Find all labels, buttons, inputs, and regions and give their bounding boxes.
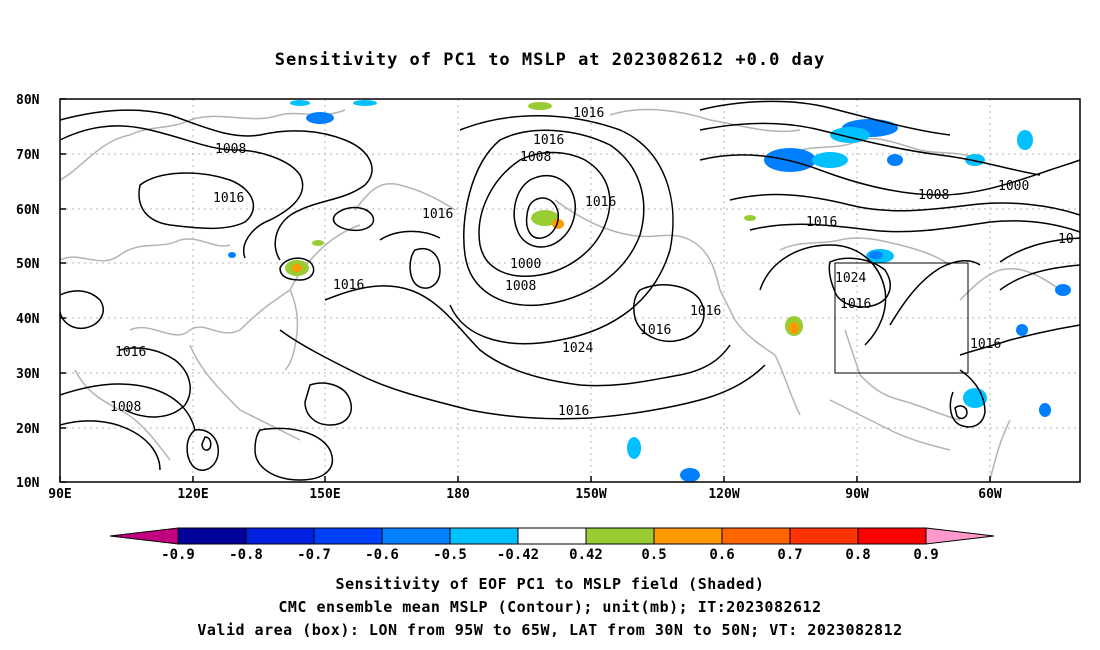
colorbar-tick-label: 0.6	[709, 547, 734, 563]
contour-label: 1024	[562, 341, 593, 356]
contour-labels: 1016 1016 1008 1008 1016 1016 1016 1016 …	[110, 106, 1074, 419]
colorbar-box	[653, 527, 723, 545]
mslp-contours	[59, 100, 1081, 481]
lat-label: 30N	[16, 367, 40, 382]
longitude-axis	[59, 476, 991, 482]
contour-label: 1016	[585, 195, 616, 210]
contour-label: 1016	[115, 345, 146, 360]
lon-label: 90E	[48, 487, 71, 502]
colorbar-tick-label: -0.7	[297, 547, 331, 563]
contour-label: 1016	[806, 215, 837, 230]
contour-label: 1008	[505, 279, 536, 294]
coastlines	[59, 108, 1061, 481]
sensitivity-shading	[228, 100, 1071, 482]
contour-label: 1024	[835, 271, 866, 286]
lat-label: 50N	[16, 257, 40, 272]
contour-label: 1016	[558, 404, 589, 419]
contour-label: 1008	[110, 400, 141, 415]
colorbar: -0.9 -0.8 -0.7 -0.6 -0.5 -0.42 0.42 0.5 0.6 0.7 0.…	[109, 527, 995, 563]
lat-label: 20N	[16, 422, 40, 437]
colorbar-tick-label: 0.9	[913, 547, 938, 563]
colorbar-tick-label: 0.42	[569, 547, 603, 563]
contour-label: 1016	[422, 207, 453, 222]
contour-label: 1016	[970, 337, 1001, 352]
lat-label: 10N	[16, 476, 40, 491]
colorbar-box	[721, 527, 791, 545]
contour-label: 1016	[640, 323, 671, 338]
map-title: Sensitivity of PC1 to MSLP at 2023082612…	[274, 50, 826, 70]
lat-label: 80N	[16, 93, 40, 108]
colorbar-box	[177, 527, 247, 545]
lon-label: 120W	[708, 487, 739, 502]
colorbar-tick-label: -0.6	[365, 547, 399, 563]
lon-label: 150W	[575, 487, 606, 502]
colorbar-tick-label: 0.8	[845, 547, 870, 563]
contour-label: 1016	[213, 191, 244, 206]
lat-label: 70N	[16, 148, 40, 163]
colorbar-tick-label: -0.5	[433, 547, 467, 563]
colorbar-tick-label: -0.8	[229, 547, 263, 563]
contour-label: 1008	[520, 150, 551, 165]
colorbar-box	[857, 527, 927, 545]
lat-label: 40N	[16, 312, 40, 327]
valid-area-box	[834, 262, 969, 374]
contour-label: 1000	[998, 179, 1029, 194]
colorbar-tick-label: -0.9	[161, 547, 195, 563]
contour-label: 1016	[690, 304, 721, 319]
contour-label: 1016	[840, 297, 871, 312]
caption-line-3: Valid area (box): LON from 95W to 65W, L…	[197, 621, 903, 639]
lon-label: 180	[446, 487, 470, 502]
lon-label: 120E	[177, 487, 208, 502]
caption-line-1: Sensitivity of EOF PC1 to MSLP field (Sh…	[335, 575, 765, 593]
contour-label: 1008	[918, 188, 949, 203]
contour-label: 1016	[573, 106, 604, 121]
colorbar-box	[789, 527, 859, 545]
colorbar-tick-label: 0.5	[641, 547, 666, 563]
contour-label: 1008	[215, 142, 246, 157]
contour-label: 1000	[510, 257, 541, 272]
lat-label: 60N	[16, 203, 40, 218]
colorbar-box	[381, 527, 451, 545]
contour-label: 1016	[533, 133, 564, 148]
contour-label: 1016	[333, 278, 364, 293]
colorbar-box	[517, 527, 587, 545]
colorbar-box	[585, 527, 655, 545]
contour-label: 10	[1058, 232, 1074, 247]
lon-label: 60W	[978, 487, 1002, 502]
plot-area	[60, 99, 1080, 482]
colorbar-tick-label: -0.42	[497, 547, 539, 563]
colorbar-low-arrow	[109, 527, 179, 545]
caption-line-2: CMC ensemble mean MSLP (Contour); unit(m…	[278, 598, 822, 616]
colorbar-box	[245, 527, 315, 545]
colorbar-tick-label: 0.7	[777, 547, 802, 563]
plot-frame	[59, 98, 1081, 483]
lon-label: 90W	[845, 487, 869, 502]
latitude-axis	[60, 98, 66, 483]
colorbar-box	[313, 527, 383, 545]
colorbar-high-arrow	[925, 527, 995, 545]
colorbar-box	[449, 527, 519, 545]
lon-label: 150E	[309, 487, 340, 502]
